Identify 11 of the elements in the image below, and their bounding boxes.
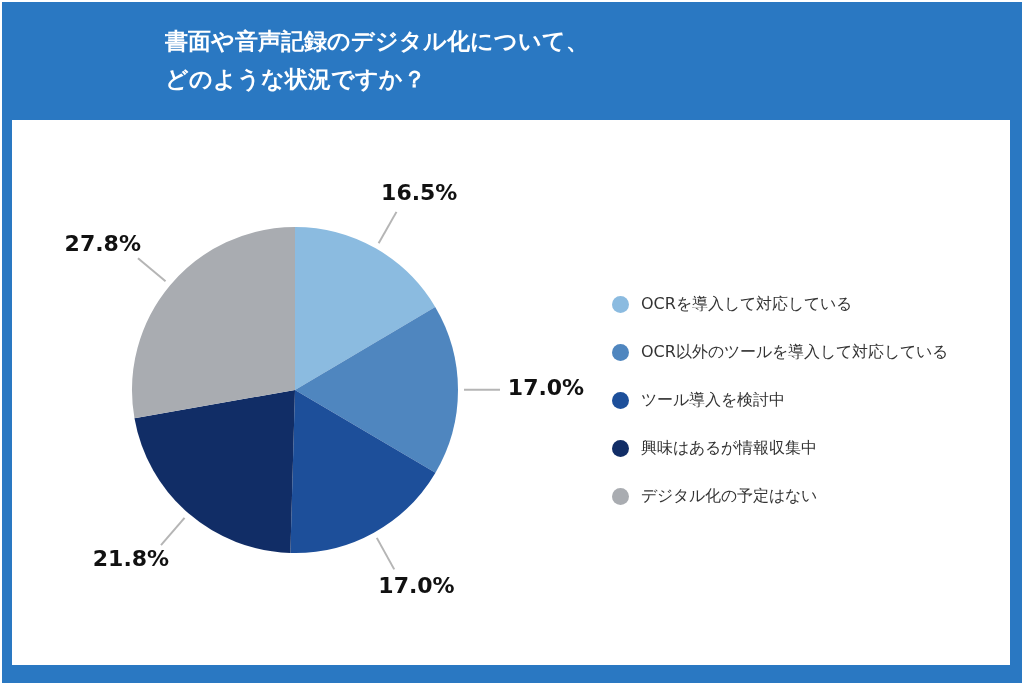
- chart-title: 書面や音声記録のデジタル化について、どのような状況ですか？: [165, 27, 590, 94]
- legend-label: OCRを導入して対応している: [641, 293, 852, 315]
- data-label: 16.5%: [381, 180, 458, 206]
- data-label: 21.8%: [92, 545, 170, 571]
- legend-label: デジタル化の予定はない: [641, 485, 817, 507]
- data-label: 27.8%: [64, 231, 141, 257]
- legend-label: 興味はあるが情報収集中: [641, 437, 817, 459]
- legend-label: OCR以外のツールを導入して対応している: [641, 341, 948, 363]
- data-label: 17.0%: [507, 375, 585, 401]
- legend-label: ツール導入を検討中: [641, 389, 785, 411]
- data-label: 17.0%: [378, 572, 455, 598]
